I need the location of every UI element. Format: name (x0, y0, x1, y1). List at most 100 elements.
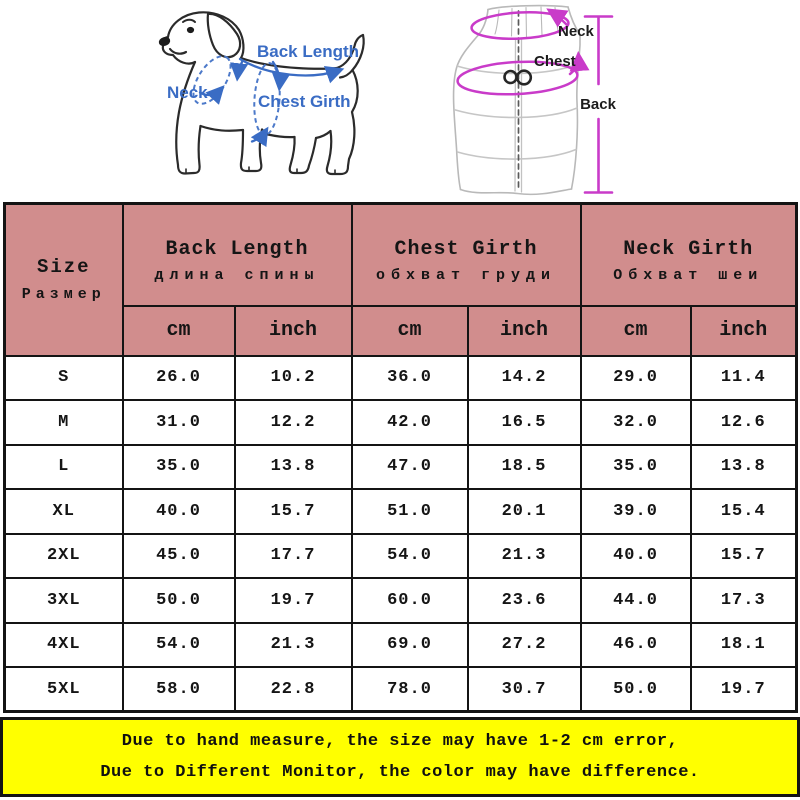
vest-chest-ellipse (456, 60, 579, 96)
neck-cm-cell: 50.0 (579, 666, 692, 713)
size-cell: 5XL (3, 666, 124, 713)
chest-cm-cell: 78.0 (350, 666, 469, 713)
dog-neck-label: Neck (167, 83, 208, 102)
neck-inch-cell: 11.4 (689, 354, 798, 401)
back-inch-cell: 17.7 (233, 532, 353, 579)
back-cm-cell: 26.0 (121, 354, 236, 401)
neck-cm-cell: 32.0 (579, 399, 692, 446)
dog-annotation-arrows (198, 57, 345, 148)
dog-back-length-label: Back Length (257, 42, 359, 61)
neck-inch-cell: 12.6 (689, 399, 798, 446)
vest-chest-arrow (568, 51, 590, 76)
chest-cm-cell: 42.0 (350, 399, 469, 446)
neck-cm-cell: 44.0 (579, 577, 692, 624)
dog-eye (186, 26, 195, 34)
notes-banner: Due to hand measure, the size may have 1… (0, 717, 800, 797)
table-row: M 31.0 12.2 42.0 16.5 32.0 12.6 (3, 399, 798, 446)
back-cm-cell: 35.0 (121, 443, 236, 490)
back-cm-cell: 58.0 (121, 666, 236, 713)
neck-inch-cell: 19.7 (689, 666, 798, 713)
unit-chest-cm: cm (350, 304, 469, 357)
dog-ear (206, 12, 242, 59)
neck-cm-cell: 39.0 (579, 488, 692, 535)
chest-inch-cell: 23.6 (466, 577, 582, 624)
back-inch-cell: 10.2 (233, 354, 353, 401)
chest-cm-cell: 69.0 (350, 621, 469, 668)
chest-cm-cell: 51.0 (350, 488, 469, 535)
size-cell: L (3, 443, 124, 490)
table-row: XL 40.0 15.7 51.0 20.1 39.0 15.4 (3, 488, 798, 535)
size-cell: 3XL (3, 577, 124, 624)
note-line-1: Due to hand measure, the size may have 1… (121, 732, 679, 751)
neck-cm-cell: 46.0 (579, 621, 692, 668)
chest-inch-cell: 14.2 (466, 354, 582, 401)
chest-inch-cell: 30.7 (466, 666, 582, 713)
chest-inch-cell: 21.3 (466, 532, 582, 579)
dog-chest-girth-label: Chest Girth (258, 92, 351, 111)
unit-back-inch: inch (233, 304, 353, 357)
neck-arrow (198, 85, 225, 105)
chest-inch-cell: 27.2 (466, 621, 582, 668)
back-cm-cell: 40.0 (121, 488, 236, 535)
note-line-2: Due to Different Monitor, the color may … (100, 763, 700, 782)
vest-chest-label: Chest (534, 53, 576, 70)
header-size-en: Size (36, 256, 91, 279)
chest-inch-cell: 20.1 (466, 488, 582, 535)
vest-back-label: Back (580, 96, 617, 113)
back-length-branch-arrow (229, 60, 249, 82)
vest-neck-arrow (546, 8, 569, 28)
vest-neck-label: Neck (558, 23, 595, 40)
table-row: 4XL 54.0 21.3 69.0 27.2 46.0 18.1 (3, 621, 798, 668)
back-inch-cell: 15.7 (233, 488, 353, 535)
back-inch-cell: 13.8 (233, 443, 353, 490)
unit-neck-cm: cm (579, 304, 692, 357)
neck-inch-cell: 15.4 (689, 488, 798, 535)
chest-inch-cell: 16.5 (466, 399, 582, 446)
unit-neck-inch: inch (689, 304, 798, 357)
header-back-length-ru: длина спины (154, 267, 320, 285)
header-size-ru: Размер (21, 286, 106, 304)
unit-chest-inch: inch (466, 304, 582, 357)
chest-bottom-arrow (250, 126, 269, 148)
table-row: 2XL 45.0 17.7 54.0 21.3 40.0 15.7 (3, 532, 798, 579)
header-neck-girth-en: Neck Girth (623, 238, 754, 262)
neck-cm-cell: 40.0 (579, 532, 692, 579)
size-cell: 2XL (3, 532, 124, 579)
back-inch-cell: 12.2 (233, 399, 353, 446)
back-cm-cell: 50.0 (121, 577, 236, 624)
header-back-length: Back Length длина спины (121, 202, 353, 307)
table-row: L 35.0 13.8 47.0 18.5 35.0 13.8 (3, 443, 798, 490)
diagram-svg: Back Length Neck Chest Girth (158, 4, 617, 196)
neck-cm-cell: 35.0 (579, 443, 692, 490)
header-neck-girth: Neck Girth Обхват шеи (579, 202, 798, 307)
chest-cm-cell: 36.0 (350, 354, 469, 401)
chest-cm-cell: 60.0 (350, 577, 469, 624)
size-cell: 4XL (3, 621, 124, 668)
chest-top-arrow (271, 60, 291, 92)
table-row: S 26.0 10.2 36.0 14.2 29.0 11.4 (3, 354, 798, 401)
back-inch-cell: 19.7 (233, 577, 353, 624)
chest-inch-cell: 18.5 (466, 443, 582, 490)
unit-back-cm: cm (121, 304, 236, 357)
header-chest-girth: Chest Girth обхват груди (350, 202, 582, 307)
back-inch-cell: 21.3 (233, 621, 353, 668)
header-back-length-en: Back Length (165, 238, 309, 262)
size-cell: M (3, 399, 124, 446)
chest-cm-cell: 54.0 (350, 532, 469, 579)
neck-inch-cell: 17.3 (689, 577, 798, 624)
dog-nose (158, 36, 171, 47)
back-cm-cell: 54.0 (121, 621, 236, 668)
back-cm-cell: 31.0 (121, 399, 236, 446)
size-table: Size Размер Back Length длина спины Ches… (3, 202, 799, 713)
header-chest-girth-ru: обхват груди (375, 267, 557, 285)
measurement-diagram: Back Length Neck Chest Girth (0, 0, 800, 202)
neck-inch-cell: 13.8 (689, 443, 798, 490)
vest-d-ring (503, 69, 533, 86)
header-size: Size Размер (3, 202, 124, 357)
size-cell: S (3, 354, 124, 401)
neck-cm-cell: 29.0 (579, 354, 692, 401)
header-chest-girth-en: Chest Girth (394, 238, 538, 262)
table-row: 3XL 50.0 19.7 60.0 23.6 44.0 17.3 (3, 577, 798, 624)
table-header-row: Size Размер Back Length длина спины Ches… (3, 202, 798, 357)
neck-inch-cell: 18.1 (689, 621, 798, 668)
